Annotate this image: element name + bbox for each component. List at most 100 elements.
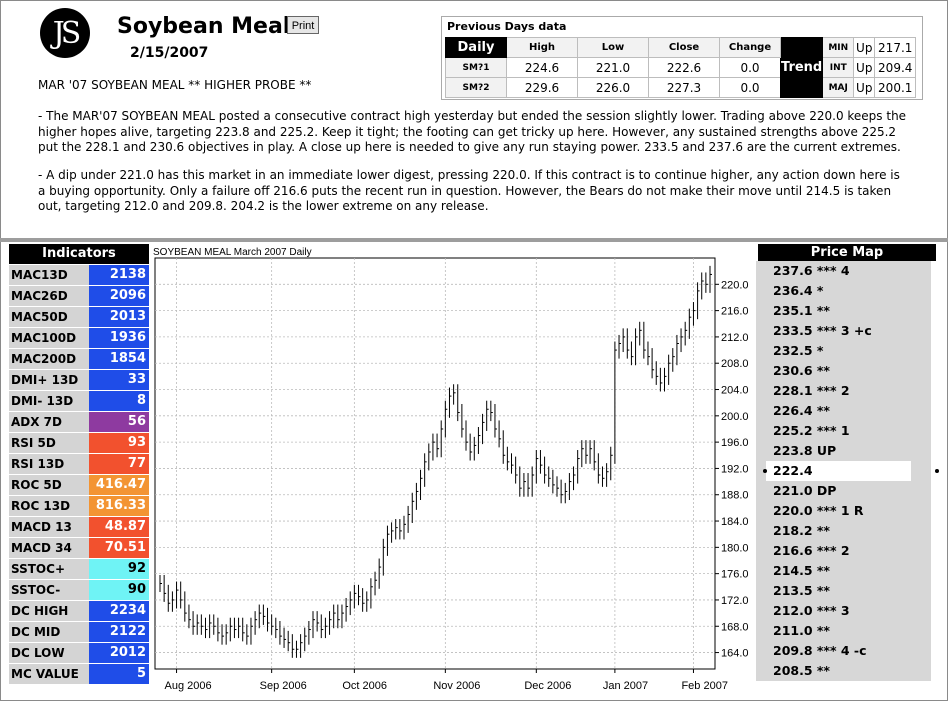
- headline: MAR '07 SOYBEAN MEAL ** HIGHER PROBE **: [38, 78, 312, 92]
- indicator-row: MAC200D 1854: [9, 349, 149, 369]
- price-map-level: 225.2 *** 1: [766, 421, 911, 441]
- indicator-row: DC HIGH 2234: [9, 601, 149, 621]
- y-tick-label: 188.0: [721, 490, 749, 502]
- indicator-value: 90: [89, 580, 149, 600]
- y-tick-label: 216.0: [721, 306, 749, 318]
- current-level-marker: [763, 469, 767, 473]
- indicator-row: RSI 5D 93: [9, 433, 149, 453]
- indicator-row: ADX 7D 56: [9, 412, 149, 432]
- price-map-level: 220.0 *** 1 R: [766, 501, 911, 521]
- price-map-level: 213.5 **: [766, 581, 911, 601]
- y-tick-label: 220.0: [721, 279, 749, 291]
- y-tick-label: 180.0: [721, 542, 749, 554]
- indicator-label: MAC100D: [9, 328, 89, 348]
- indicator-row: DC MID 2122: [9, 622, 149, 642]
- row-sm1-close: 222.6: [648, 57, 720, 78]
- indicator-row: MACD 34 70.51: [9, 538, 149, 558]
- price-map-side-bar: [756, 261, 766, 681]
- indicator-label: MACD 34: [9, 538, 89, 558]
- indicator-value: 2012: [89, 643, 149, 663]
- indicator-row: SSTOC- 90: [9, 580, 149, 600]
- indicator-value: 70.51: [89, 538, 149, 558]
- indicator-row: MAC100D 1936: [9, 328, 149, 348]
- y-tick-label: 172.0: [721, 595, 749, 607]
- x-tick-label: Aug 2006: [165, 680, 212, 692]
- previous-days-table: Daily High Low Close Change Trend MIN Up…: [445, 37, 917, 98]
- commentary-paragraph-2: - A dip under 221.0 has this market in a…: [38, 168, 900, 213]
- price-map-level: 216.6 *** 2: [766, 541, 911, 561]
- x-tick-label: Dec 2006: [524, 680, 571, 692]
- row-sm2-high: 229.6: [506, 77, 578, 98]
- indicator-row: RSI 13D 77: [9, 454, 149, 474]
- trend-int-label: INT: [822, 57, 855, 78]
- y-tick-label: 192.0: [721, 463, 749, 475]
- y-tick-label: 176.0: [721, 569, 749, 581]
- indicator-value: 5: [89, 664, 149, 684]
- price-map-level: 212.0 *** 3: [766, 601, 911, 621]
- trend-min-value: 217.1: [874, 37, 917, 58]
- y-tick-label: 168.0: [721, 621, 749, 633]
- trend-min-dir: Up: [853, 37, 876, 58]
- indicator-row: MAC13D 2138: [9, 265, 149, 285]
- previous-days-panel: Previous Days data Daily High Low Close …: [441, 16, 923, 100]
- indicator-row: DMI- 13D 8: [9, 391, 149, 411]
- indicators-panel: Indicators MAC13D 2138 MAC26D 2096 MAC50D 201…: [9, 244, 149, 684]
- indicator-value: 48.87: [89, 517, 149, 537]
- indicator-label: DMI+ 13D: [9, 370, 89, 390]
- current-level-marker: [935, 469, 939, 473]
- row-sm2-change: 0.0: [719, 77, 781, 98]
- indicator-value: 816.33: [89, 496, 149, 516]
- row-sm2-close: 227.3: [648, 77, 720, 98]
- indicator-value: 92: [89, 559, 149, 579]
- indicator-label: MAC50D: [9, 307, 89, 327]
- print-button[interactable]: Print: [287, 16, 319, 34]
- indicator-value: 93: [89, 433, 149, 453]
- price-map-panel: Price Map 237.6 *** 4 236.4 * 235.1 ** 233.…: [756, 244, 939, 681]
- row-sm1-high: 224.6: [506, 57, 578, 78]
- price-map-level: 214.5 **: [766, 561, 911, 581]
- price-map-level: 208.5 **: [766, 661, 911, 681]
- y-tick-label: 184.0: [721, 516, 749, 528]
- col-high: High: [506, 37, 578, 58]
- price-map-level: 237.6 *** 4: [766, 261, 911, 281]
- price-map-title: Price Map: [758, 244, 936, 261]
- y-tick-label: 204.0: [721, 385, 749, 397]
- col-close: Close: [648, 37, 720, 58]
- report-date: 2/15/2007: [130, 45, 209, 61]
- row-sm1-change: 0.0: [719, 57, 781, 78]
- row-sm2-label: SM?2: [445, 77, 507, 98]
- indicator-value: 8: [89, 391, 149, 411]
- indicator-value: 2122: [89, 622, 149, 642]
- price-map-level: 218.2 **: [766, 521, 911, 541]
- indicator-label: MAC200D: [9, 349, 89, 369]
- chart-title: SOYBEAN MEAL March 2007 Daily: [153, 247, 312, 258]
- indicator-value: 33: [89, 370, 149, 390]
- y-tick-label: 212.0: [721, 332, 749, 344]
- y-tick-label: 164.0: [721, 648, 749, 660]
- trend-int-value: 209.4: [874, 57, 917, 78]
- indicator-label: ROC 13D: [9, 496, 89, 516]
- indicator-label: ROC 5D: [9, 475, 89, 495]
- price-map-level: 233.5 *** 3 +c: [766, 321, 911, 341]
- price-chart: SOYBEAN MEAL March 2007 Daily 164.0 168.0 1…: [150, 244, 754, 694]
- price-map-level: 236.4 *: [766, 281, 911, 301]
- indicator-row: MAC26D 2096: [9, 286, 149, 306]
- price-map-level: 223.8 UP: [766, 441, 911, 461]
- indicators-title: Indicators: [9, 244, 149, 264]
- x-tick-label: Jan 2007: [603, 680, 648, 692]
- col-change: Change: [719, 37, 781, 58]
- indicator-label: MACD 13: [9, 517, 89, 537]
- indicator-label: RSI 5D: [9, 433, 89, 453]
- indicator-label: MAC13D: [9, 265, 89, 285]
- trend-label: Trend: [779, 37, 824, 98]
- indicator-value: 1854: [89, 349, 149, 369]
- indicator-row: MACD 13 48.87: [9, 517, 149, 537]
- trend-min-label: MIN: [822, 37, 855, 58]
- indicator-value: 2234: [89, 601, 149, 621]
- price-map-level: 226.4 **: [766, 401, 911, 421]
- logo: JS: [40, 8, 90, 58]
- indicator-label: ADX 7D: [9, 412, 89, 432]
- trend-maj-label: MAJ: [822, 77, 855, 98]
- price-map-level: 232.5 *: [766, 341, 911, 361]
- indicator-value: 2096: [89, 286, 149, 306]
